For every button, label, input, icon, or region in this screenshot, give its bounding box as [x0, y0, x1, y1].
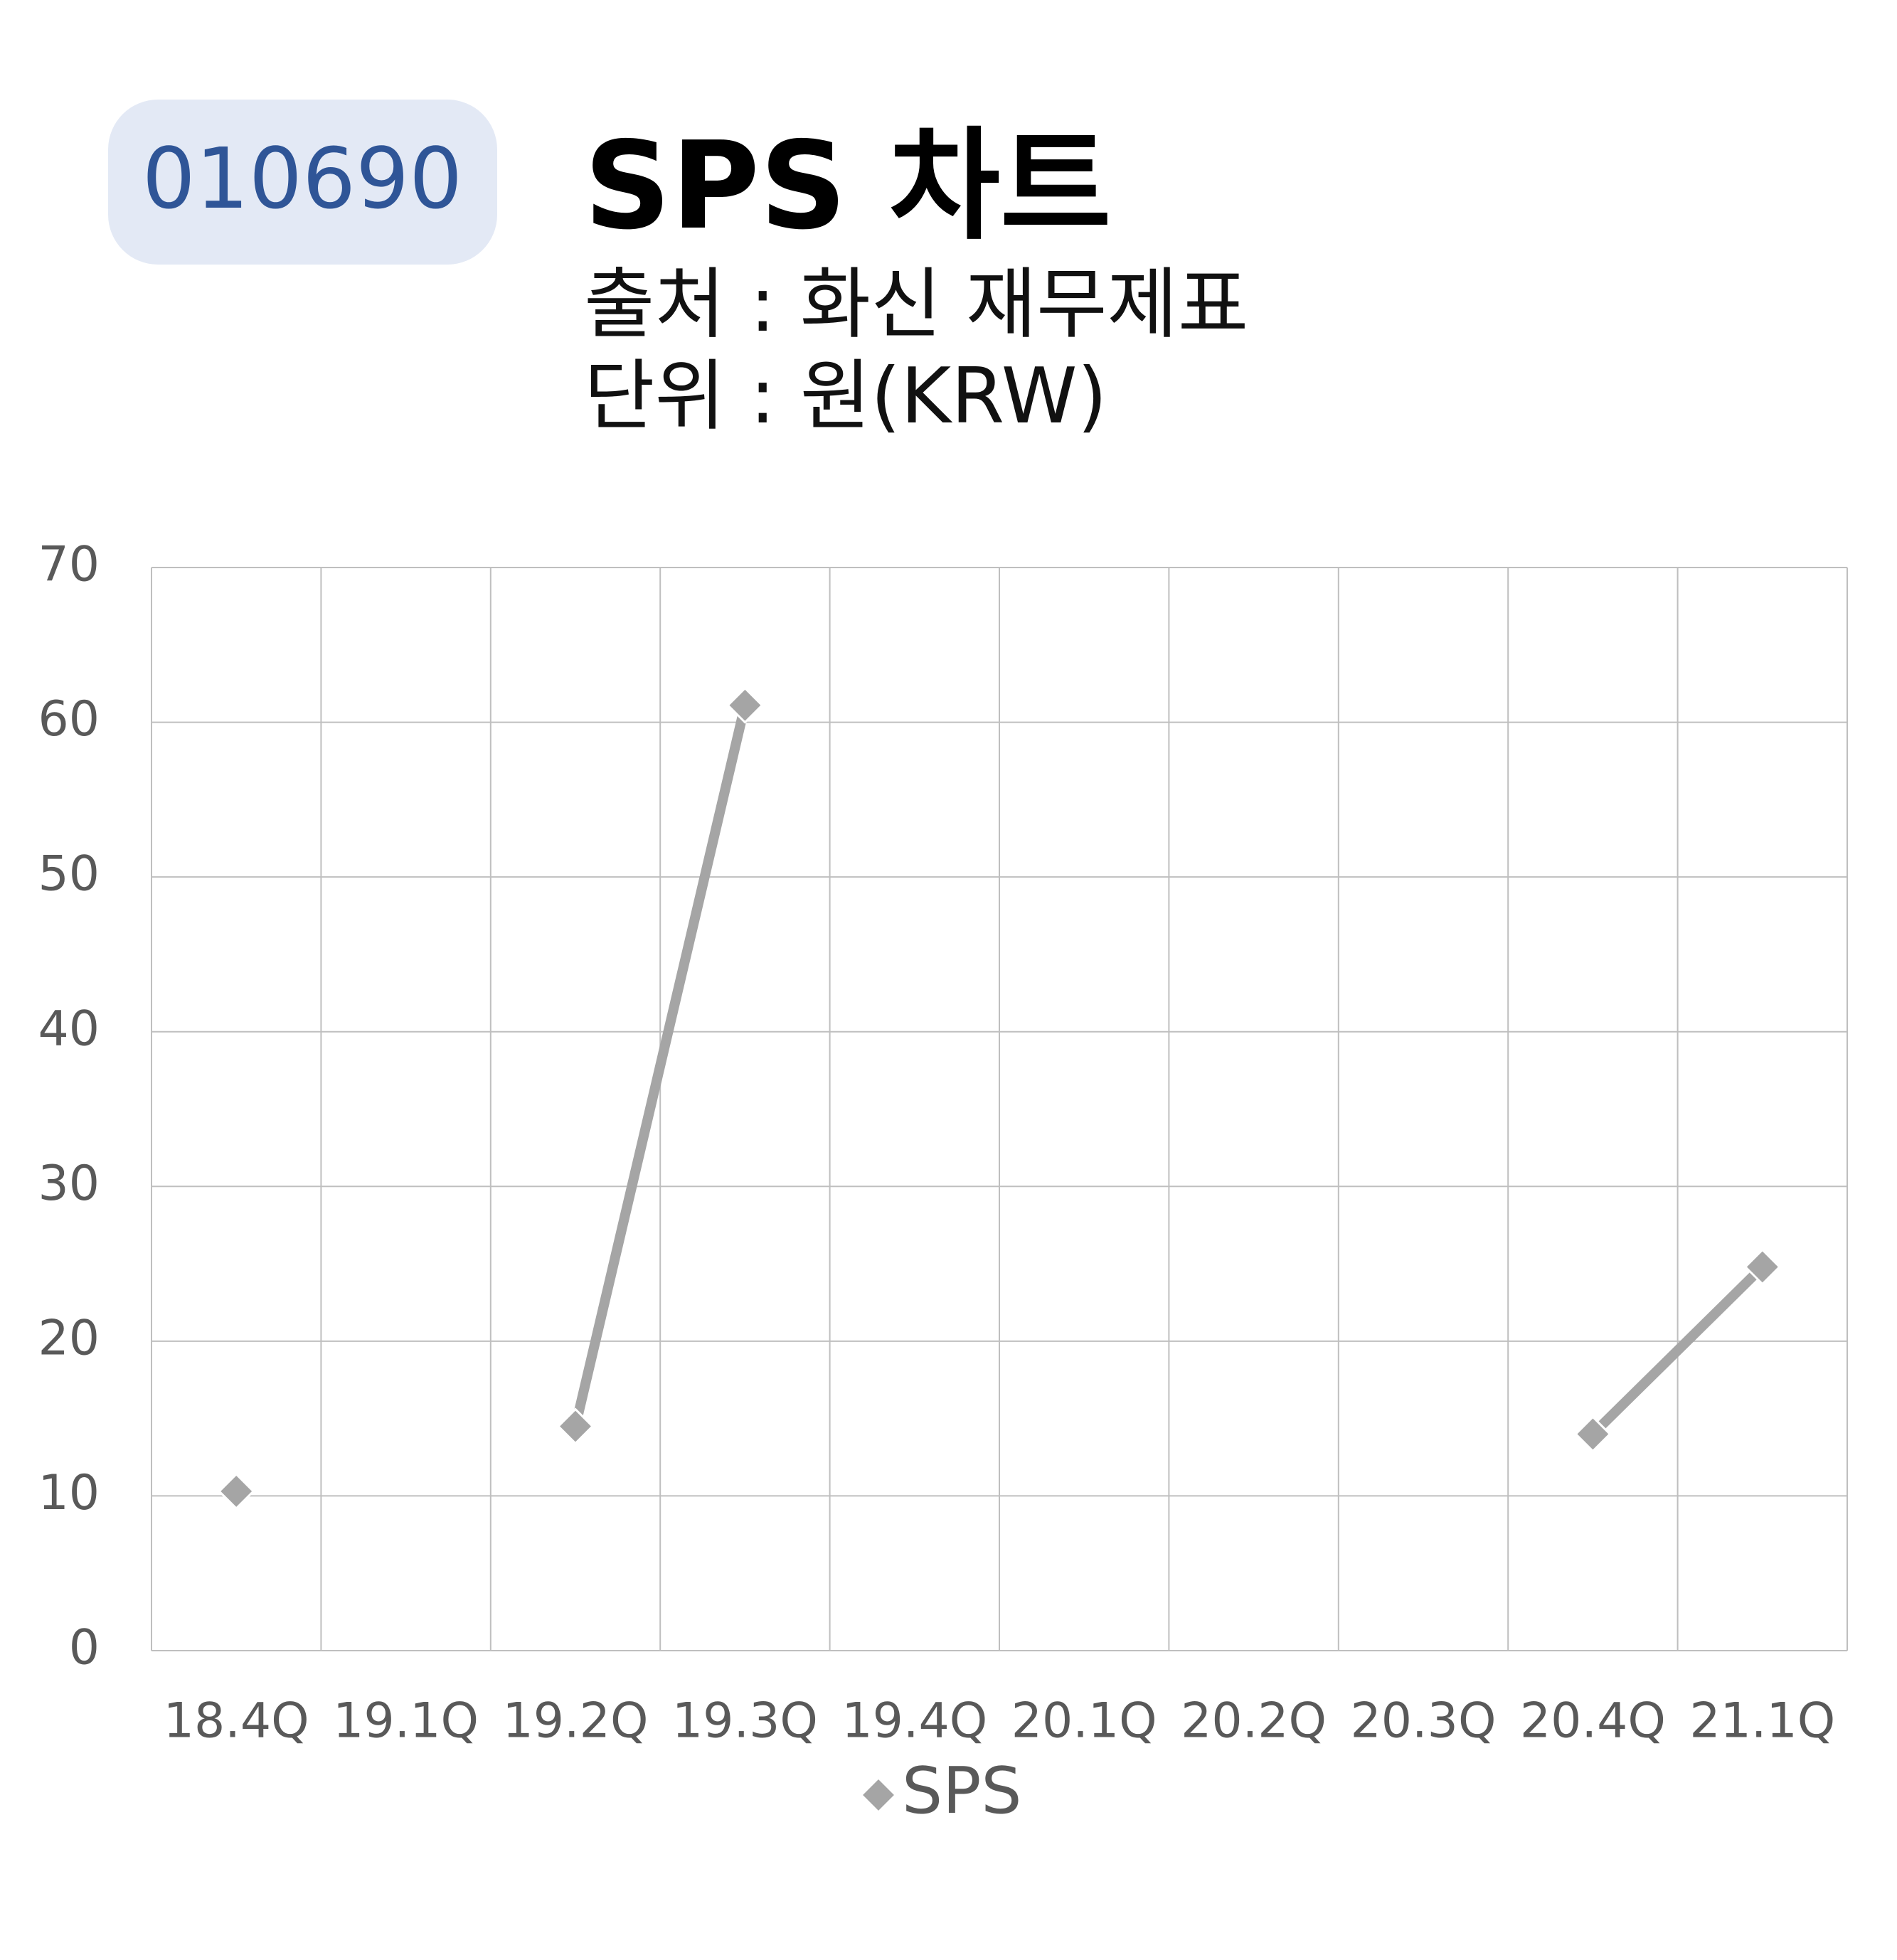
y-tick-label: 20 — [38, 1310, 100, 1366]
x-tick-label: 20.3Q — [1351, 1693, 1497, 1749]
chart-subtitle: 단위 : 원(KRW) — [584, 352, 1107, 441]
series-line — [570, 700, 1768, 1439]
y-tick-label: 0 — [69, 1620, 100, 1676]
data-point — [556, 1407, 595, 1445]
y-tick-label: 60 — [38, 691, 100, 747]
x-tick-label: 20.4Q — [1520, 1693, 1666, 1749]
code-badge — [108, 100, 497, 265]
x-tick-label: 20.1Q — [1011, 1693, 1157, 1749]
x-tick-label: 19.4Q — [841, 1693, 987, 1749]
data-point — [1743, 1248, 1781, 1286]
data-point — [726, 686, 764, 724]
y-tick-label: 50 — [38, 846, 100, 902]
y-tick-label: 70 — [38, 537, 100, 593]
chart-subtitle: 출처 : 화신 재무제표 — [584, 260, 1248, 349]
stock-code: 010690 — [142, 129, 462, 228]
y-tick-label: 40 — [38, 1001, 100, 1057]
chart-title: SPS 차트 — [584, 116, 1111, 257]
x-tick-label: 21.1Q — [1689, 1693, 1835, 1749]
data-point — [1574, 1415, 1612, 1453]
data-point — [218, 1472, 255, 1511]
y-tick-label: 10 — [38, 1465, 100, 1521]
x-tick-label: 19.3Q — [672, 1693, 818, 1749]
legend-label: SPS — [902, 1754, 1022, 1828]
x-tick-label: 20.2Q — [1181, 1693, 1327, 1749]
x-tick-label: 18.4Q — [164, 1693, 309, 1749]
x-tick-label: 19.1Q — [333, 1693, 479, 1749]
y-tick-label: 30 — [38, 1156, 100, 1212]
x-tick-label: 19.2Q — [503, 1693, 649, 1749]
legend-marker — [859, 1776, 898, 1814]
